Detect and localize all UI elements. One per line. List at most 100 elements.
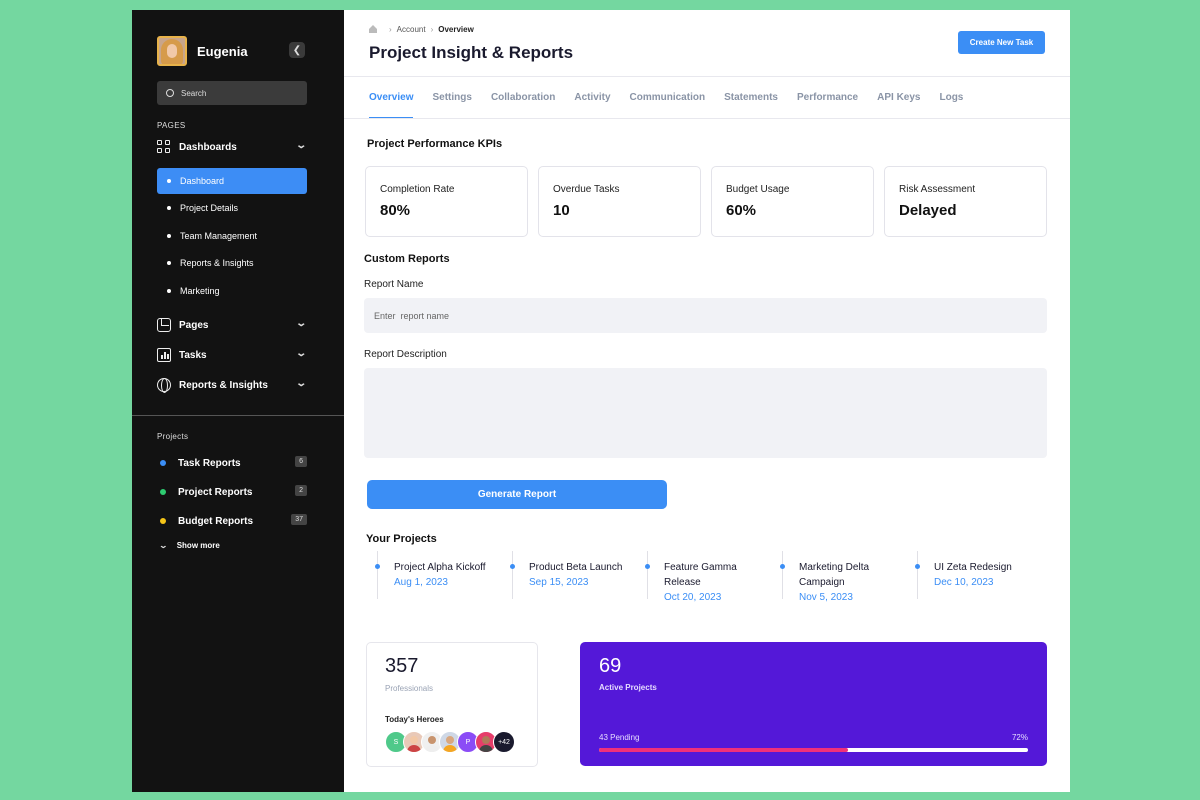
sidebar: Eugenia ❮ PAGES Dashboards ⌄ Dashboard P…: [132, 10, 344, 792]
project-item-project-reports[interactable]: Project Reports 2: [160, 484, 307, 500]
chevron-right-icon: ›: [389, 25, 392, 34]
nav-group-dashboards[interactable]: Dashboards ⌄: [157, 137, 307, 157]
show-more-button[interactable]: ⌄ Show more: [159, 541, 220, 550]
chart-icon: [157, 348, 171, 362]
chevron-down-icon: ⌄: [294, 348, 307, 359]
breadcrumb-overview: Overview: [438, 25, 474, 34]
timeline-item[interactable]: Project Alpha Kickoff Aug 1, 2023: [375, 551, 507, 601]
tab-performance[interactable]: Performance: [796, 92, 859, 103]
chevron-right-icon: ›: [430, 25, 434, 34]
kpi-card-budget-usage: Budget Usage 60%: [711, 166, 874, 237]
user-profile[interactable]: Eugenia: [157, 36, 307, 66]
nav-group-tasks[interactable]: Tasks ⌄: [157, 345, 307, 365]
avatar: [157, 36, 187, 66]
professionals-card: 357 Professionals Today's Heroes S P +42: [366, 642, 538, 767]
timeline-dot-icon: [510, 564, 515, 569]
bullet-icon: [167, 234, 171, 238]
status-dot-icon: [160, 460, 166, 466]
sidebar-item-label: Team Management: [180, 231, 258, 241]
nav-group-label: Tasks: [179, 349, 207, 361]
timeline-line: [377, 551, 378, 599]
kpi-value: Delayed: [899, 202, 957, 219]
timeline-item[interactable]: Product Beta Launch Sep 15, 2023: [510, 551, 642, 601]
project-name: Feature Gamma Release: [664, 562, 737, 588]
timeline-line: [512, 551, 513, 599]
sidebar-item-dashboard[interactable]: Dashboard: [157, 168, 307, 194]
tab-activity[interactable]: Activity: [574, 92, 611, 103]
search-box[interactable]: [157, 81, 307, 105]
kpi-heading: Project Performance KPIs: [367, 138, 503, 150]
grid-icon: [157, 140, 171, 154]
tab-statements[interactable]: Statements: [724, 92, 778, 103]
timeline-item[interactable]: Marketing Delta Campaign Nov 5, 2023: [780, 551, 912, 603]
timeline-item-text: Product Beta Launch Sep 15, 2023: [529, 560, 641, 590]
breadcrumb-account[interactable]: Account: [396, 25, 426, 34]
create-new-task-button[interactable]: Create New Task: [958, 31, 1045, 54]
timeline-dot-icon: [375, 564, 380, 569]
progress-bar: [599, 748, 1028, 752]
timeline-item[interactable]: Feature Gamma Release Oct 20, 2023: [645, 551, 777, 603]
report-description-input[interactable]: [364, 368, 1047, 458]
more-avatars-badge[interactable]: +42: [493, 731, 515, 753]
timeline-item[interactable]: UI Zeta Redesign Dec 10, 2023: [915, 551, 1047, 601]
kpi-label: Risk Assessment: [899, 184, 976, 195]
count-badge: 37: [291, 514, 307, 525]
report-name-label: Report Name: [364, 279, 424, 290]
timeline-dot-icon: [780, 564, 785, 569]
tab-overview[interactable]: Overview: [369, 92, 414, 119]
sidebar-item-label: Dashboard: [180, 176, 225, 186]
progress-fill: [599, 748, 848, 752]
chevron-down-icon: ⌄: [294, 318, 307, 329]
page-title: Project Insight & Reports: [369, 43, 574, 62]
pages-section-label: PAGES: [157, 121, 186, 130]
bullet-icon: [167, 206, 171, 210]
nav-group-pages[interactable]: Pages ⌄: [157, 315, 307, 335]
sidebar-item-reports-insights[interactable]: Reports & Insights: [157, 250, 307, 276]
main-content: › Account › Overview Project Insight & R…: [344, 10, 1070, 792]
project-item-task-reports[interactable]: Task Reports 6: [160, 455, 307, 471]
project-name: Marketing Delta Campaign: [799, 562, 870, 588]
tab-logs[interactable]: Logs: [939, 92, 964, 103]
home-icon[interactable]: [369, 25, 377, 33]
sidebar-item-project-details[interactable]: Project Details: [157, 195, 307, 221]
project-item-budget-reports[interactable]: Budget Reports 37: [160, 513, 307, 529]
project-item-label: Project Reports: [178, 486, 253, 498]
username: Eugenia: [197, 43, 248, 59]
generate-report-button[interactable]: Generate Report: [367, 480, 667, 509]
search-input[interactable]: [181, 88, 291, 98]
sidebar-item-label: Project Details: [180, 203, 239, 213]
professionals-label: Professionals: [385, 684, 434, 693]
tab-settings[interactable]: Settings: [432, 92, 472, 103]
project-date: Oct 20, 2023: [664, 592, 722, 603]
avatar[interactable]: [475, 731, 497, 753]
nav-group-reports-insights[interactable]: Reports & Insights ⌄: [157, 375, 307, 395]
sidebar-item-team-management[interactable]: Team Management: [157, 223, 307, 249]
globe-icon: [157, 378, 171, 393]
tab-communication[interactable]: Communication: [629, 92, 706, 103]
report-description-label: Report Description: [364, 349, 447, 360]
report-name-input[interactable]: [364, 298, 1047, 333]
nav-group-label: Reports & Insights: [179, 379, 268, 391]
kpi-value: 10: [553, 202, 570, 219]
sidebar-item-label: Marketing: [180, 286, 220, 296]
project-date: Dec 10, 2023: [934, 577, 994, 588]
sidebar-item-label: Reports & Insights: [180, 258, 254, 268]
timeline-line: [917, 551, 918, 599]
pending-label: 43 Pending: [599, 733, 640, 742]
timeline-line: [647, 551, 648, 599]
sidebar-divider: [132, 415, 344, 416]
timeline-item-text: Project Alpha Kickoff Aug 1, 2023: [394, 560, 506, 590]
avatar[interactable]: [421, 731, 443, 753]
tab-collaboration[interactable]: Collaboration: [490, 92, 556, 103]
kpi-card-completion-rate: Completion Rate 80%: [365, 166, 528, 237]
heroes-label: Today's Heroes: [385, 715, 444, 724]
project-date: Aug 1, 2023: [394, 577, 448, 588]
kpi-label: Overdue Tasks: [553, 184, 620, 195]
kpi-card-overdue-tasks: Overdue Tasks 10: [538, 166, 701, 237]
tab-api-keys[interactable]: API Keys: [877, 92, 921, 103]
sidebar-item-marketing[interactable]: Marketing: [157, 278, 307, 304]
breadcrumb: › Account › Overview: [369, 25, 474, 34]
collapse-sidebar-button[interactable]: ❮: [289, 42, 305, 58]
percent-label: 72%: [1011, 733, 1028, 742]
show-more-label: Show more: [176, 541, 220, 550]
